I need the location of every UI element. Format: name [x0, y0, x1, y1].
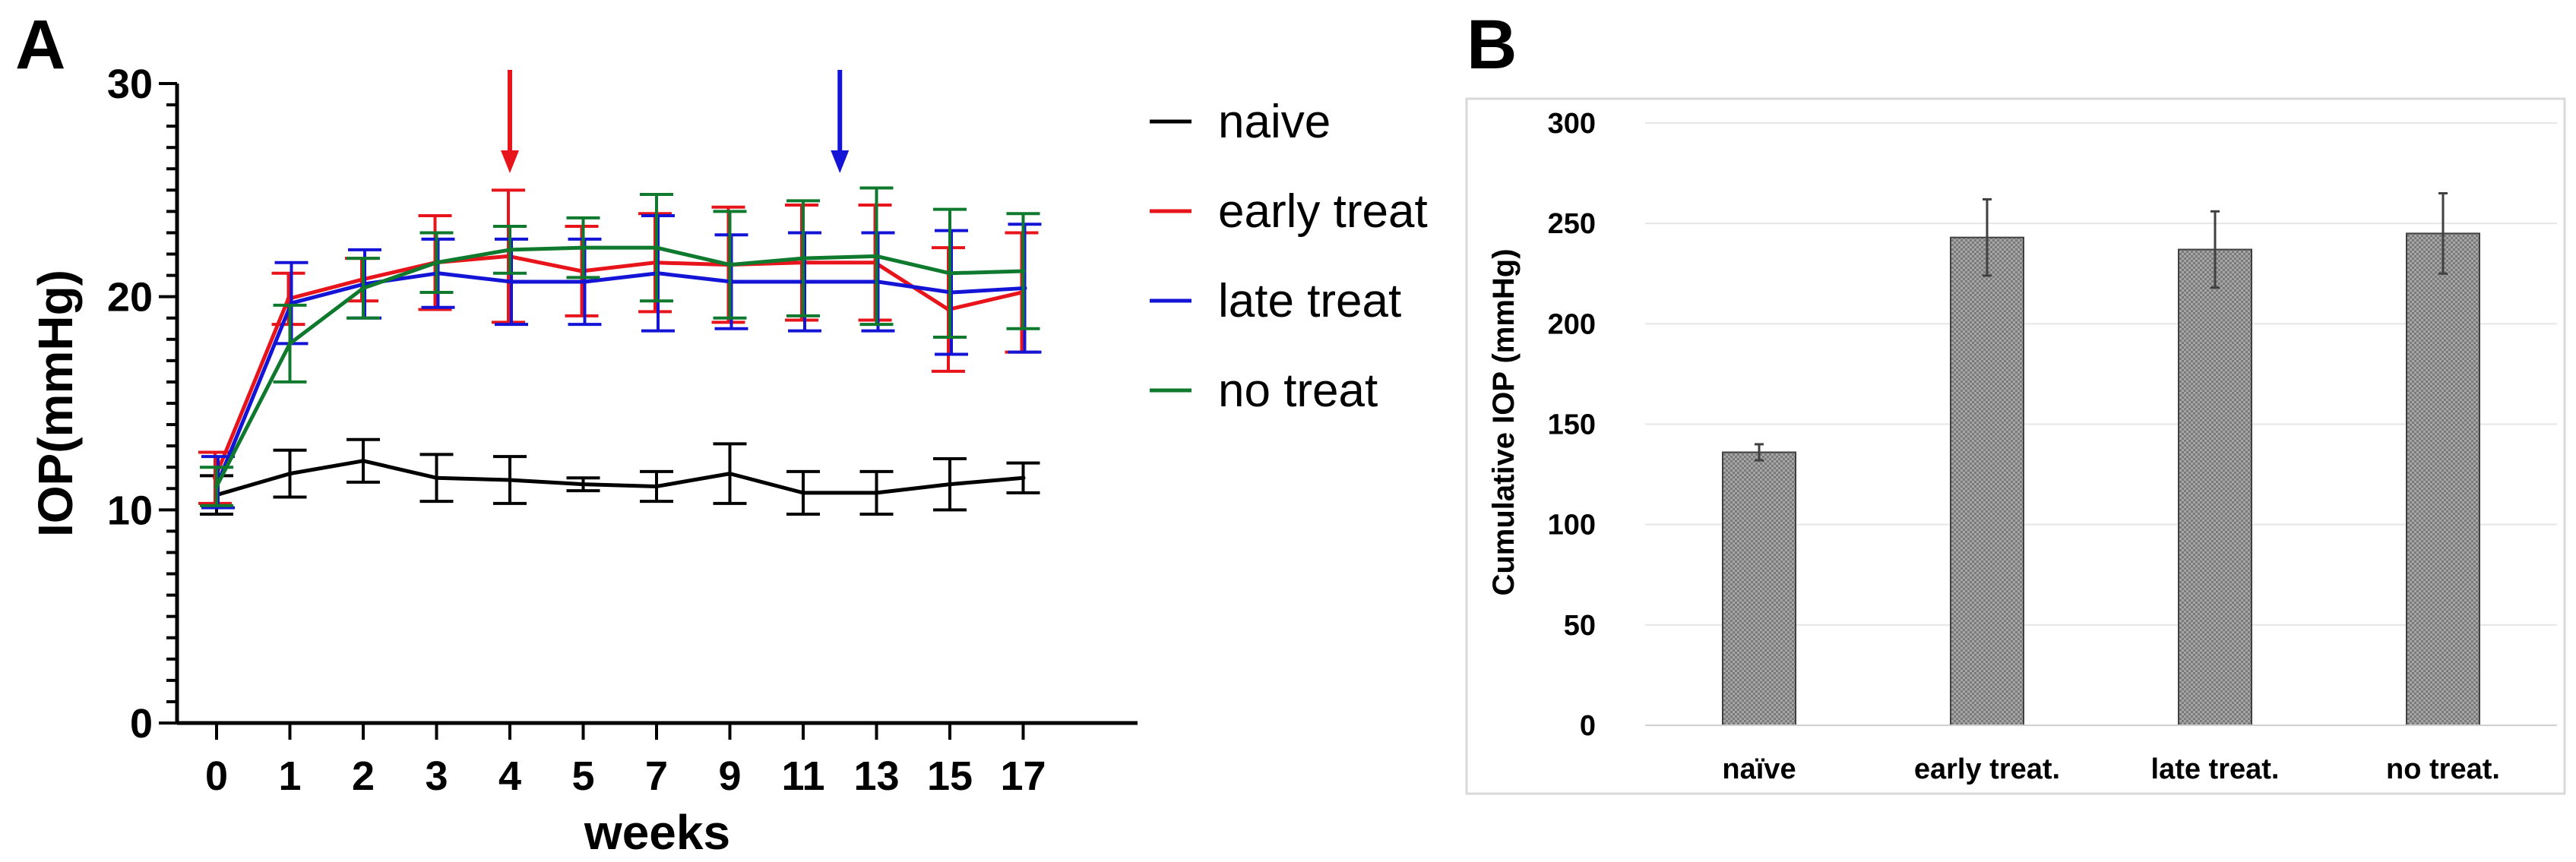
- data-point: [727, 262, 733, 267]
- data-point: [361, 458, 366, 463]
- data-point: [1021, 268, 1026, 273]
- data-point: [654, 484, 659, 489]
- x-tick-label: 15: [927, 753, 973, 799]
- series-line: [213, 254, 1023, 479]
- bar-no-treat: [2406, 192, 2480, 726]
- y-tick-label: 50: [1564, 610, 1596, 642]
- panel-b-letter: B: [1467, 6, 1517, 84]
- y-tick-label: 150: [1548, 409, 1596, 441]
- data-point: [874, 254, 879, 259]
- legend-item-no-treat: no treat: [1150, 365, 1378, 417]
- y-tick-label: 20: [107, 275, 153, 320]
- x-tick-label: 11: [781, 753, 824, 799]
- x-tick-label: 2: [352, 753, 375, 799]
- arrow-annotation: [501, 70, 519, 173]
- x-tick-label: naïve: [1722, 753, 1796, 785]
- data-point: [287, 471, 293, 476]
- data-point: [361, 286, 366, 291]
- data-point: [801, 256, 805, 261]
- y-tick-label: 10: [107, 488, 153, 533]
- series-line: [216, 271, 1025, 483]
- data-point: [434, 475, 439, 481]
- data-point: [581, 245, 586, 251]
- data-point: [214, 484, 219, 489]
- arrow-head: [831, 150, 850, 173]
- y-tick-label: 30: [107, 62, 153, 107]
- series-early-treat: [198, 188, 1039, 505]
- y-tick-label: 200: [1548, 308, 1596, 340]
- legend-item-naive: naive: [1150, 96, 1331, 148]
- panel-b-axes: 0 50 100 150 200 250 300 naïve early treat. late …: [1487, 108, 2557, 785]
- x-tick-label: 13: [853, 753, 899, 799]
- data-point: [1021, 475, 1026, 481]
- legend-item-early-treat: early treat: [1150, 185, 1428, 238]
- legend-label: early treat: [1218, 185, 1428, 238]
- series-late-treat: [201, 214, 1042, 510]
- legend-item-late-treat: late treat: [1150, 275, 1401, 327]
- data-point: [654, 245, 659, 251]
- data-point: [434, 260, 439, 265]
- data-point: [509, 279, 514, 285]
- panel-b-bars: [1722, 192, 2480, 727]
- legend-label: late treat: [1218, 275, 1401, 327]
- bar-early-treat: [1950, 197, 2024, 727]
- panel-a-annotations: [501, 70, 850, 173]
- data-point: [801, 490, 805, 495]
- panel-a-axes: 0 10 20 30 0 1 2 3 4 5 7 9 11 13 15 17 weeks IOP(mmHg): [28, 62, 1138, 860]
- y-tick-label: 100: [1548, 510, 1596, 542]
- y-tick-label: 0: [130, 701, 153, 747]
- x-tick-label: 7: [645, 753, 668, 799]
- y-tick-label: 300: [1548, 108, 1596, 140]
- series-line: [214, 245, 1024, 488]
- panel-a-series: [198, 186, 1042, 516]
- x-tick-label: 9: [718, 753, 741, 799]
- legend-label: naive: [1218, 96, 1331, 148]
- x-tick-label: early treat.: [1914, 753, 2060, 785]
- x-tick-label: 3: [425, 753, 448, 799]
- legend-label: no treat: [1218, 365, 1378, 417]
- panel-b-frame: [1465, 97, 2566, 795]
- data-point: [727, 471, 733, 476]
- series-line: [216, 459, 1024, 497]
- x-tick-label: 0: [205, 753, 228, 799]
- data-point: [948, 482, 952, 487]
- series-naive: [200, 437, 1040, 516]
- bar: [1950, 236, 2024, 727]
- arrow-annotation: [831, 70, 850, 173]
- x-tick-label: 17: [1000, 753, 1046, 799]
- data-point: [508, 478, 512, 483]
- arrow-head: [501, 150, 519, 173]
- panel-b-bar-chart: B 0 50 100 150 200 250 300 naïve early treat. lat…: [1465, 6, 2566, 795]
- bar: [2178, 248, 2252, 726]
- data-point: [508, 247, 512, 252]
- x-axis-label: weeks: [584, 805, 730, 860]
- panel-a-legend: naive early treat late treat no treat: [1150, 96, 1428, 417]
- y-tick-label: 250: [1548, 208, 1596, 240]
- x-tick-label: 4: [498, 753, 521, 799]
- bar: [1722, 451, 1796, 726]
- data-point: [286, 296, 291, 302]
- bar: [2406, 232, 2480, 726]
- data-point: [948, 270, 952, 276]
- bar-late-treat: [2178, 210, 2252, 726]
- x-tick-label: 5: [571, 753, 594, 799]
- y-axis-label: IOP(mmHg): [28, 270, 83, 537]
- x-tick-label: late treat.: [2151, 753, 2280, 785]
- bar-na-ve: [1722, 443, 1796, 726]
- data-point: [581, 482, 586, 487]
- panel-a-letter: A: [15, 6, 65, 84]
- data-point: [287, 341, 293, 346]
- y-axis-label: Cumulative IOP (mmHg): [1487, 248, 1521, 595]
- data-point: [874, 490, 879, 495]
- data-point: [582, 279, 587, 285]
- y-tick-label: 0: [1580, 710, 1596, 742]
- series-no-treat: [200, 186, 1040, 507]
- x-tick-label: 1: [278, 753, 301, 799]
- x-tick-label: no treat.: [2386, 753, 2500, 785]
